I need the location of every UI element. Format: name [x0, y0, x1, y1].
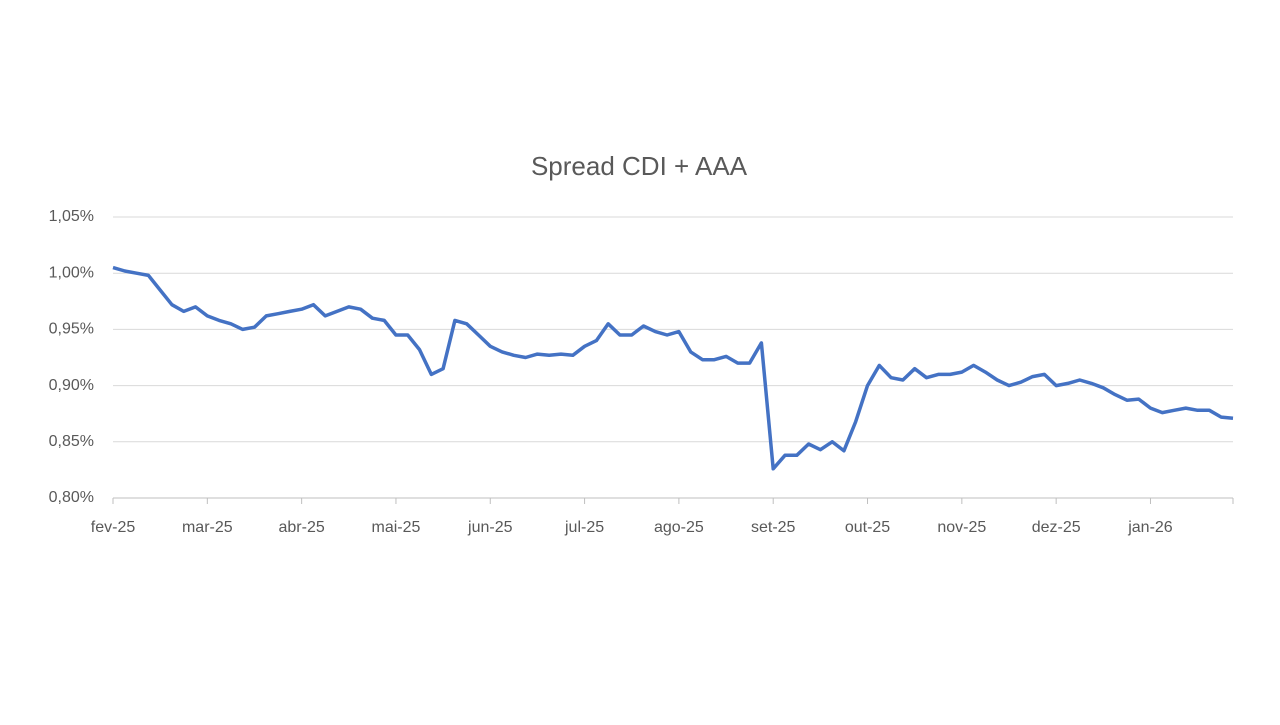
y-tick-label: 0,85% [49, 433, 94, 450]
x-tick-label: jun-25 [467, 519, 513, 536]
x-tick-label: jan-26 [1127, 519, 1173, 536]
x-tick-label: mai-25 [371, 519, 420, 536]
y-tick-label: 1,00% [49, 264, 94, 281]
chart-title: Spread CDI + AAA [531, 151, 748, 181]
y-tick-label: 1,05% [49, 208, 94, 225]
y-tick-label: 0,90% [49, 377, 94, 394]
x-tick-label: jul-25 [564, 519, 604, 536]
x-tick-label: fev-25 [91, 519, 136, 536]
x-tick-label: abr-25 [279, 519, 325, 536]
x-tick-label: set-25 [751, 519, 796, 536]
y-tick-label: 0,95% [49, 321, 94, 338]
line-series [112, 265, 1234, 471]
x-tick-label: out-25 [845, 519, 890, 536]
x-tick-label: nov-25 [937, 519, 986, 536]
x-tick-label: dez-25 [1032, 519, 1081, 536]
x-tick-label: ago-25 [654, 519, 704, 536]
x-tick-label: mar-25 [182, 519, 233, 536]
y-tick-label: 0,80% [49, 489, 94, 506]
